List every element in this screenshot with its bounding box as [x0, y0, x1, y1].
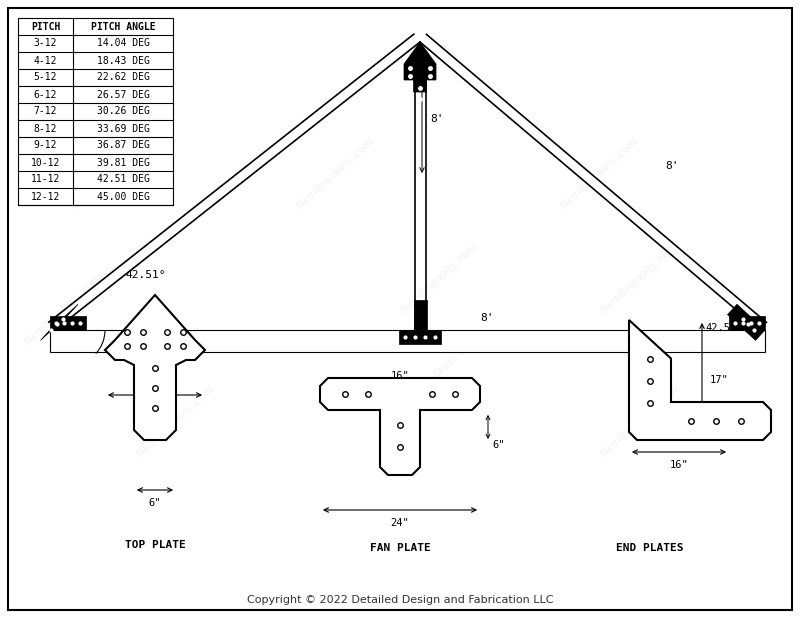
Text: 22.62 DEG: 22.62 DEG — [97, 72, 150, 82]
Text: BarnBrackets.com: BarnBrackets.com — [559, 135, 641, 211]
Text: 12-12: 12-12 — [31, 192, 60, 201]
Text: 30.26 DEG: 30.26 DEG — [97, 106, 150, 117]
Polygon shape — [399, 330, 441, 344]
Text: 42.51 DEG: 42.51 DEG — [97, 174, 150, 185]
Text: 14.04 DEG: 14.04 DEG — [97, 38, 150, 48]
Text: 36.87 DEG: 36.87 DEG — [97, 140, 150, 151]
Text: PITCH ANGLE: PITCH ANGLE — [90, 22, 155, 32]
Text: 16": 16" — [670, 460, 688, 470]
Polygon shape — [629, 320, 771, 440]
Text: 8': 8' — [430, 114, 443, 124]
Text: END PLATES: END PLATES — [616, 543, 684, 553]
Polygon shape — [50, 316, 86, 330]
Polygon shape — [41, 304, 78, 341]
Text: 24": 24" — [390, 518, 410, 528]
Text: 6-12: 6-12 — [34, 90, 58, 99]
Text: 4-12: 4-12 — [34, 56, 58, 66]
Text: 33.69 DEG: 33.69 DEG — [97, 124, 150, 133]
Text: PITCH: PITCH — [31, 22, 60, 32]
Text: 5-12: 5-12 — [34, 72, 58, 82]
Text: 8': 8' — [665, 161, 678, 171]
Bar — [18, 18, 173, 205]
Polygon shape — [320, 378, 480, 475]
Polygon shape — [414, 300, 426, 330]
Text: 18.43 DEG: 18.43 DEG — [97, 56, 150, 66]
Text: BarnBrackets.com: BarnBrackets.com — [399, 333, 481, 408]
Text: TOP PLATE: TOP PLATE — [125, 540, 186, 550]
Text: BarnBrackets.com: BarnBrackets.com — [135, 383, 217, 458]
Text: BarnBrackets.com: BarnBrackets.com — [23, 271, 105, 347]
Text: 42.51°: 42.51° — [125, 270, 166, 280]
Text: Copyright © 2022 Detailed Design and Fabrication LLC: Copyright © 2022 Detailed Design and Fab… — [246, 595, 554, 605]
Text: 45.00 DEG: 45.00 DEG — [97, 192, 150, 201]
Text: 8': 8' — [480, 313, 494, 323]
Text: BarnBrackets.com: BarnBrackets.com — [599, 240, 681, 316]
Text: 26.57 DEG: 26.57 DEG — [97, 90, 150, 99]
Polygon shape — [727, 304, 765, 341]
Bar — [50, 330, 765, 352]
Polygon shape — [729, 316, 765, 330]
Text: 3-12: 3-12 — [34, 38, 58, 48]
Text: 6": 6" — [492, 440, 505, 450]
Text: 8-12: 8-12 — [34, 124, 58, 133]
Text: BarnBrackets.com: BarnBrackets.com — [295, 135, 377, 211]
Text: 16": 16" — [390, 371, 410, 381]
Text: 6": 6" — [149, 498, 162, 508]
Text: FAN PLATE: FAN PLATE — [370, 543, 430, 553]
Text: 17": 17" — [710, 375, 729, 385]
Text: 9-12: 9-12 — [34, 140, 58, 151]
Text: BarnBrackets.com: BarnBrackets.com — [599, 383, 681, 458]
Text: 15.5": 15.5" — [139, 378, 170, 388]
Text: 7-12: 7-12 — [34, 106, 58, 117]
Polygon shape — [105, 295, 205, 440]
Text: BarnBrackets.com: BarnBrackets.com — [71, 135, 153, 211]
Text: 6": 6" — [710, 416, 722, 426]
Text: 11-12: 11-12 — [31, 174, 60, 185]
Polygon shape — [404, 42, 436, 92]
Text: BarnBrackets.com: BarnBrackets.com — [399, 240, 481, 316]
Text: 39.81 DEG: 39.81 DEG — [97, 158, 150, 167]
Text: 42.51°: 42.51° — [705, 323, 742, 333]
Text: 10-12: 10-12 — [31, 158, 60, 167]
